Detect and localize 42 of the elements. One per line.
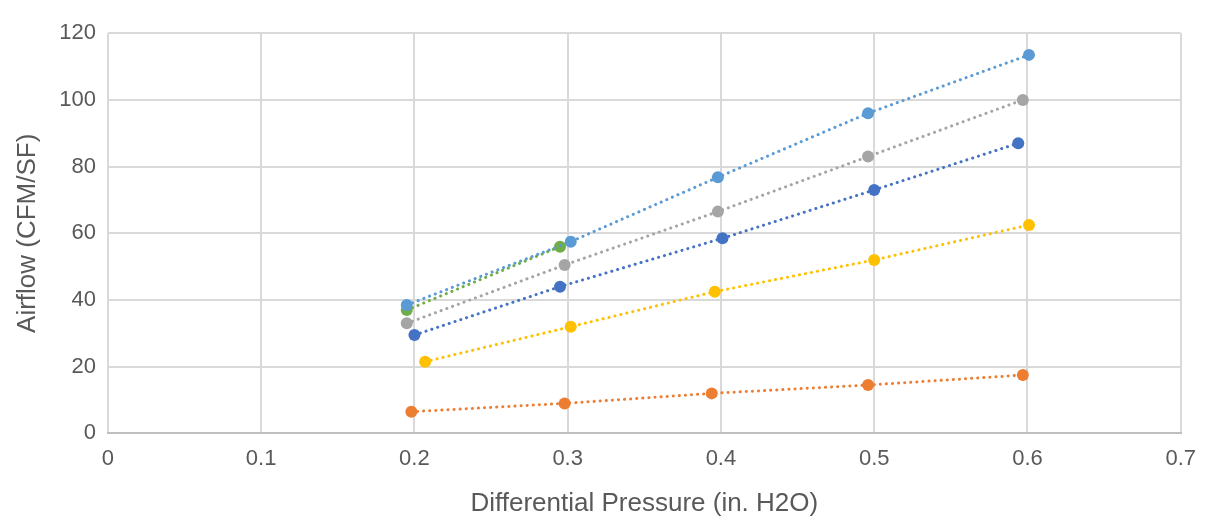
point (716, 232, 729, 245)
point (862, 379, 875, 392)
point (868, 183, 881, 196)
point (711, 205, 724, 218)
point (1022, 48, 1035, 61)
y-tick-label: 0 (83, 419, 96, 445)
x-tick-label: 0.5 (858, 444, 890, 470)
y-tick-label: 20 (71, 352, 96, 378)
point (711, 171, 724, 184)
y-tick-label: 80 (71, 152, 96, 178)
point (1012, 137, 1025, 150)
point (564, 235, 577, 248)
x-tick-label: 0.1 (245, 444, 277, 470)
point (558, 397, 571, 410)
point (1016, 93, 1029, 106)
point (408, 329, 421, 342)
y-tick-label: 60 (71, 219, 96, 245)
x-axis-title: Differential Pressure (in. H2O) (470, 486, 819, 517)
point (705, 387, 718, 400)
point (862, 150, 875, 163)
x-tick-label: 0.4 (705, 444, 737, 470)
point (554, 280, 567, 293)
x-tick-label: 0.7 (1165, 444, 1197, 470)
point (564, 320, 577, 333)
y-tick-label: 40 (71, 286, 96, 312)
point (400, 317, 413, 330)
y-tick-label: 100 (59, 85, 96, 111)
x-tick-label: 0.6 (1012, 444, 1043, 470)
point (708, 285, 721, 298)
point (862, 107, 875, 120)
point (1016, 369, 1029, 382)
point (400, 299, 413, 311)
y-axis-title: Airflow (CFM/SF) (10, 133, 41, 333)
y-tick-label: 120 (59, 19, 96, 45)
point (405, 405, 418, 418)
point (419, 355, 432, 368)
point (558, 258, 571, 271)
point (868, 253, 881, 266)
point (1022, 218, 1035, 231)
x-tick-label: 0.3 (552, 444, 583, 470)
x-tick-label: 0 (101, 444, 115, 470)
x-tick-label: 0.2 (399, 444, 430, 470)
